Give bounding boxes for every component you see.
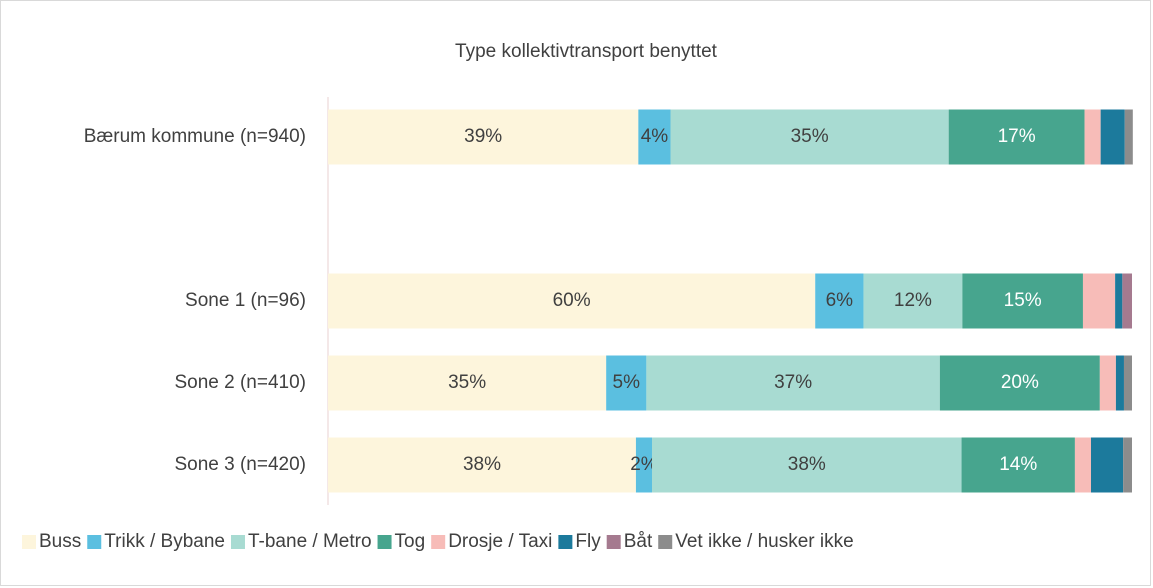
legend-label: Fly [575,531,601,552]
bar-segment [670,109,949,165]
data-label: 39% [464,126,502,147]
bar-segment [961,437,1075,493]
bar-segment [1082,273,1116,329]
bar-segment [1123,437,1132,493]
bar-segment [948,109,1085,165]
legend-label: Båt [624,531,653,552]
bar-segment [328,109,639,165]
data-label: 17% [998,126,1036,147]
legend-swatch [87,535,102,549]
bar-segment [962,273,1083,329]
y-tick-label: Sone 1 (n=96) [185,290,306,311]
bar-segment [328,273,816,329]
y-tick-label: Sone 2 (n=410) [174,372,306,393]
bar-segment [939,355,1100,411]
data-label: 60% [553,290,591,311]
bar-segment [1123,355,1132,411]
legend-label: Drosje / Taxi [448,531,552,552]
bar-segment [638,109,671,165]
data-label: 20% [1001,372,1039,393]
bar-segment [815,273,864,329]
legend-label: T-bane / Metro [248,531,372,552]
bar-segment [1115,273,1123,329]
data-label: 4% [641,126,669,147]
bar-segment [1115,355,1124,411]
data-label: 15% [1004,290,1042,311]
legend-swatch [377,535,392,549]
data-label: 2% [630,454,658,475]
bar-segment [1084,109,1101,165]
bar-segment [646,355,940,411]
legend-swatch [230,535,245,549]
legend-swatch [431,535,446,549]
bar-segment [1090,437,1124,493]
bar-segment [1100,109,1125,165]
data-label: 14% [999,454,1037,475]
bar-segment [863,273,963,329]
legend-swatch [606,535,621,549]
legend-swatch [22,535,36,549]
bar-segment [1074,437,1091,493]
data-label: 35% [791,126,829,147]
bar-segment [635,437,653,493]
data-label: 37% [774,372,812,393]
data-label: 38% [463,454,501,475]
data-label: 6% [826,290,854,311]
bar-segment [1122,273,1132,329]
legend-label: Trikk / Bybane [104,531,225,552]
bar-segment [328,355,607,411]
data-label: 12% [894,290,932,311]
data-label: 35% [448,372,486,393]
legend-label: Buss [39,531,81,552]
data-label: 5% [613,372,641,393]
bar-segment [652,437,962,493]
y-tick-label: Bærum kommune (n=940) [84,126,306,147]
bar-segment [1099,355,1116,411]
y-tick-label: Sone 3 (n=420) [174,454,306,475]
legend-label: Tog [395,531,426,552]
legend-swatch [558,535,573,549]
legend-swatch [658,535,673,549]
bar-segment [328,437,636,493]
bar-segment [606,355,647,411]
chart-title: Type kollektivtransport benyttet [455,41,718,62]
bar-segment [1124,109,1133,165]
legend-label: Vet ikke / husker ikke [675,531,853,552]
data-label: 38% [788,454,826,475]
